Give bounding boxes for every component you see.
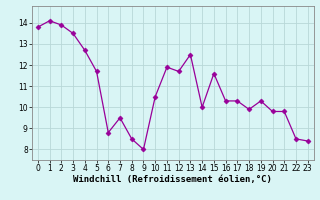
X-axis label: Windchill (Refroidissement éolien,°C): Windchill (Refroidissement éolien,°C) [73,175,272,184]
